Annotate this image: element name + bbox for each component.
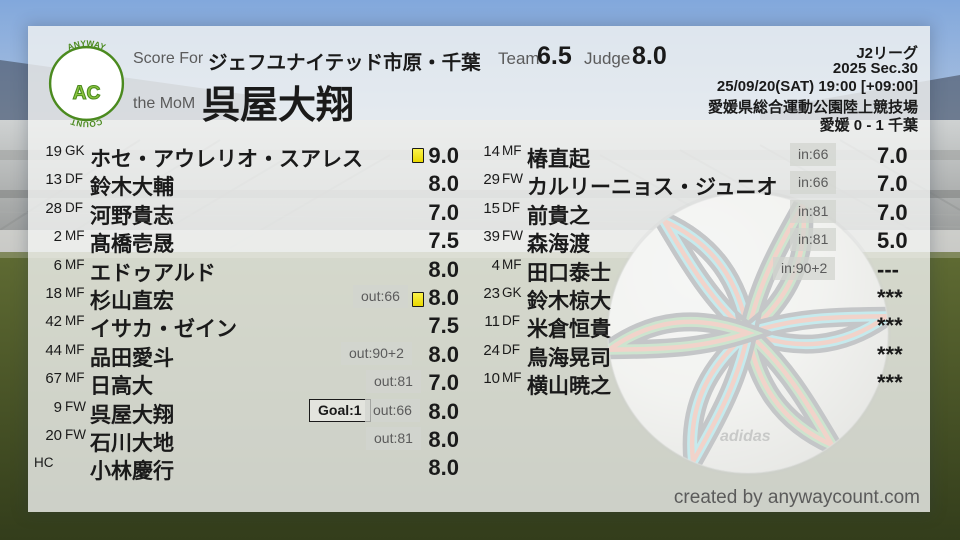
svg-text:AC: AC — [73, 83, 101, 104]
